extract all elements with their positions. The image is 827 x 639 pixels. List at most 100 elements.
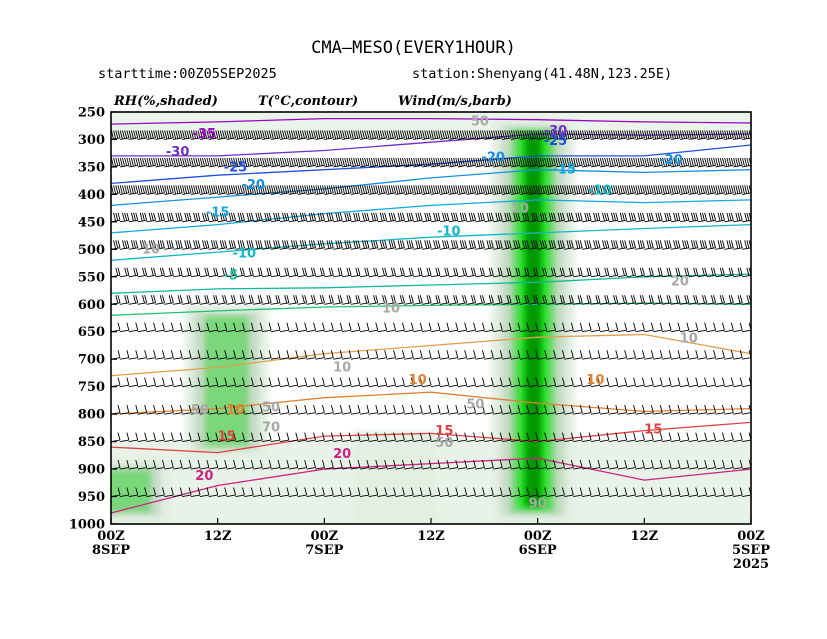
wind-barb (546, 350, 556, 360)
wind-barb (466, 185, 476, 195)
wind-barb (359, 350, 370, 360)
wind-barb (111, 350, 121, 360)
wind-barb (386, 432, 396, 443)
wind-barb (608, 459, 619, 470)
wind-barb (510, 405, 521, 415)
wind-barb (670, 130, 681, 140)
wind-barb (439, 459, 450, 470)
wind-barb (297, 432, 308, 443)
wind-barb (333, 267, 343, 278)
wind-barb (590, 459, 601, 470)
wind-barb (546, 130, 556, 140)
wind-barb (404, 267, 414, 278)
wind-barb (617, 185, 628, 195)
wind-barb (608, 185, 619, 195)
wind-barb (590, 432, 601, 443)
wind-barb (244, 459, 254, 470)
wind-barb (706, 377, 716, 388)
wind-barb (626, 377, 636, 388)
wind-barb (573, 487, 583, 497)
wind-barb (208, 350, 219, 360)
wind-barb (288, 185, 299, 195)
wind-barb (164, 487, 174, 497)
wind-barb (173, 240, 183, 250)
wind-barb (306, 350, 316, 360)
wind-barb (582, 130, 592, 140)
wind-barb (182, 459, 192, 470)
wind-barb (279, 240, 290, 250)
wind-barb (635, 432, 645, 443)
wind-barb (750, 276, 751, 277)
wind-barb (342, 459, 352, 470)
wind-barb (599, 487, 610, 497)
wind-barb (724, 130, 734, 140)
wind-barb (182, 487, 192, 497)
wind-barb (244, 130, 254, 140)
wind-barb (528, 459, 539, 470)
wind-barb (128, 377, 139, 388)
wind-barb (537, 185, 548, 195)
wind-barb (306, 130, 316, 140)
wind-barb (173, 295, 183, 305)
wind-barb (439, 157, 450, 168)
wind-barb (359, 432, 370, 443)
wind-barb (448, 377, 459, 388)
wind-barb (733, 377, 743, 388)
wind-barb (128, 157, 139, 168)
wind-barb (395, 295, 405, 305)
wind-barb (395, 350, 405, 360)
wind-barb (235, 212, 245, 223)
wind-barb (190, 212, 201, 223)
wind-barb (226, 157, 236, 168)
wind-barb (253, 432, 263, 443)
wind-barb (519, 212, 530, 223)
wind-barb (466, 377, 476, 388)
wind-barb (635, 185, 645, 195)
wind-barb (395, 212, 405, 223)
wind-barb (617, 350, 628, 360)
wind-barb (670, 459, 681, 470)
wind-barb (190, 405, 201, 415)
wind-barb (662, 377, 672, 388)
wind-barb (244, 295, 254, 305)
wind-barb (510, 267, 521, 278)
y-tick-label: 500 (78, 243, 105, 258)
wind-barb (582, 157, 592, 168)
wind-barb (608, 432, 619, 443)
wind-barb (217, 130, 228, 140)
wind-barb (670, 157, 681, 168)
wind-barb (137, 212, 148, 223)
wind-barb (742, 130, 751, 140)
wind-barb (359, 295, 370, 305)
wind-barb (573, 212, 583, 223)
wind-barb (342, 432, 352, 443)
wind-barb (306, 157, 316, 168)
wind-barb (253, 405, 263, 415)
wind-barb (404, 459, 414, 470)
wind-barb (413, 185, 423, 195)
wind-barb (350, 405, 361, 415)
wind-barb (502, 487, 512, 497)
wind-barb (128, 267, 139, 278)
wind-barb (288, 157, 299, 168)
wind-barb (466, 130, 476, 140)
wind-barb (590, 267, 601, 278)
wind-barb (128, 322, 139, 333)
wind-barb (466, 240, 476, 250)
wind-barb (155, 295, 165, 305)
wind-barb (564, 185, 574, 195)
wind-barb (733, 350, 743, 360)
wind-barb (270, 350, 281, 360)
wind-barb (644, 350, 654, 360)
wind-barb (750, 331, 751, 332)
wind-barb (590, 350, 601, 360)
wind-barb (635, 295, 645, 305)
wind-barb (235, 487, 245, 497)
wind-barb (244, 322, 254, 333)
wind-barb (190, 459, 201, 470)
wind-barb (688, 240, 699, 250)
wind-barb (279, 487, 290, 497)
wind-barb (519, 322, 530, 333)
wind-barb (724, 157, 734, 168)
wind-barb (226, 377, 236, 388)
